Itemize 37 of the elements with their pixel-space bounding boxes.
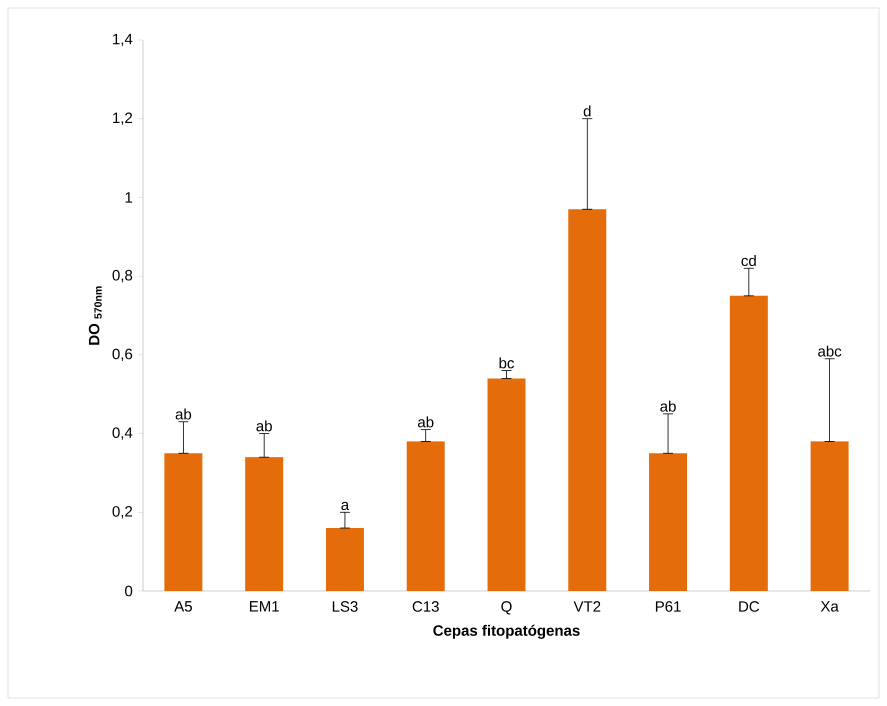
annotation: ab	[256, 420, 272, 432]
y-tick-label: 1	[126, 192, 132, 203]
x-tick-label: Q	[501, 601, 512, 614]
x-tick-label: A5	[174, 601, 192, 612]
bar	[245, 457, 284, 591]
annotation: abc	[818, 346, 842, 357]
x-tick-label: EM1	[250, 601, 279, 612]
annotation: ab	[176, 408, 192, 420]
x-tick-label: Xa	[820, 601, 839, 612]
annotation: d	[584, 105, 590, 116]
bar	[326, 528, 364, 591]
x-tick-label: VT2	[574, 601, 600, 612]
y-tick-label: 1,4	[113, 34, 132, 46]
x-tick-label: DC	[739, 601, 760, 612]
x-tick-label: P61	[656, 601, 681, 612]
bar	[730, 296, 768, 591]
bar	[568, 209, 606, 591]
annotation: ab	[660, 400, 676, 412]
bar	[406, 441, 445, 591]
y-tick-label: 0	[125, 586, 132, 596]
y-tick-label: 1,2	[113, 112, 132, 125]
y-tick-label: 0,8	[112, 270, 132, 282]
annotation: cd	[742, 255, 756, 266]
annotation: ab	[418, 416, 434, 428]
y-axis-title: DO $_{570nm}$	[88, 286, 102, 345]
annotation: bc	[500, 357, 514, 368]
y-tick-label: 0,4	[112, 427, 132, 440]
bar	[649, 453, 688, 591]
y-tick-label: 0,6	[112, 348, 132, 362]
x-tick-label: LS3	[332, 601, 358, 612]
bar	[164, 453, 202, 591]
y-tick-label: 0,2	[112, 506, 132, 518]
x-tick-label: C13	[412, 601, 439, 612]
bar	[810, 441, 849, 591]
bar	[488, 378, 526, 591]
x-axis-title: Cepas fitopatógenas	[433, 624, 580, 639]
annotation: a	[341, 502, 350, 510]
